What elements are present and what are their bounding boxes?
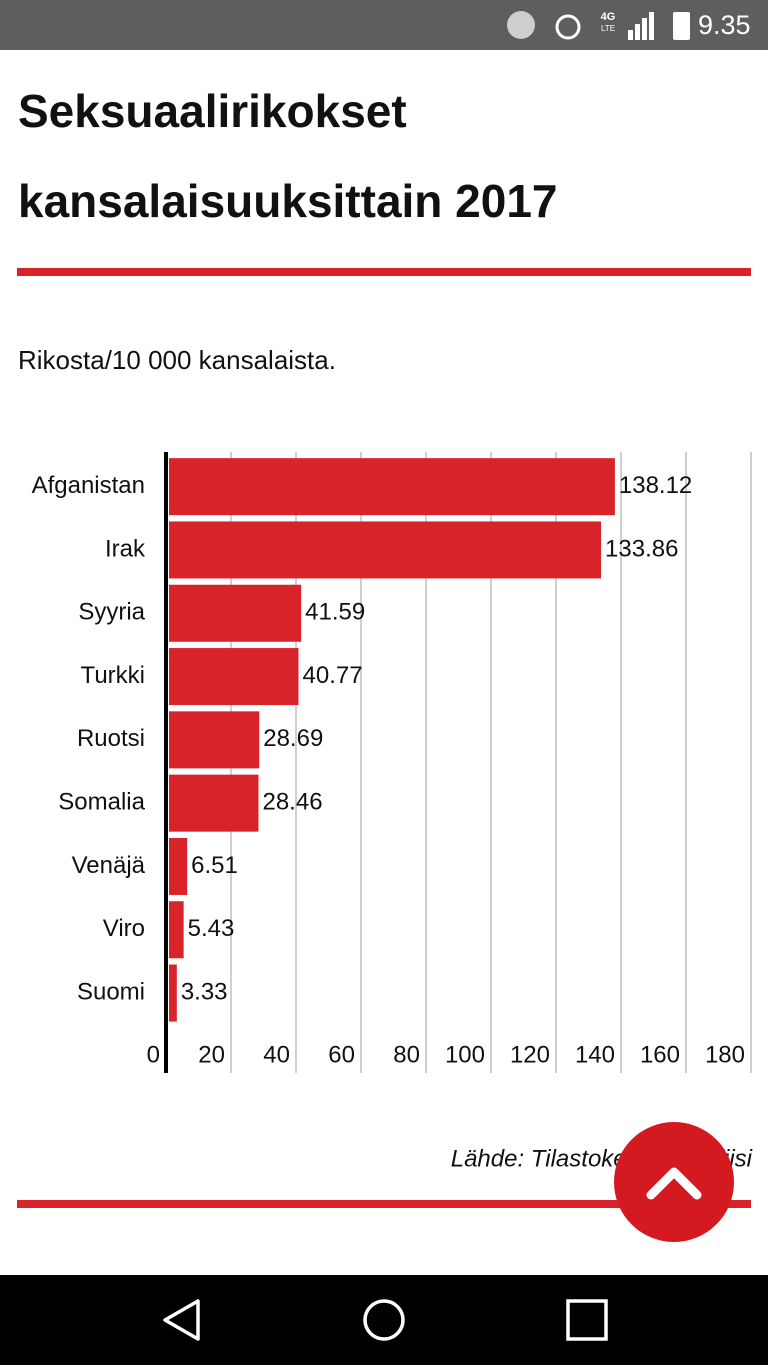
bar bbox=[169, 711, 260, 769]
home-button[interactable] bbox=[363, 1299, 405, 1341]
scroll-top-button[interactable] bbox=[614, 1122, 734, 1242]
y-tick-label: Venäjä bbox=[72, 852, 146, 879]
x-tick-label: 0 bbox=[147, 1041, 160, 1068]
x-tick-label: 120 bbox=[510, 1041, 550, 1068]
value-label: 41.59 bbox=[305, 599, 365, 626]
value-label: 5.43 bbox=[188, 915, 235, 942]
y-tick-label: Viro bbox=[103, 915, 145, 942]
bar bbox=[169, 584, 302, 642]
fab[interactable] bbox=[614, 1122, 734, 1242]
nav-bar bbox=[0, 1275, 768, 1365]
bar bbox=[169, 521, 602, 579]
x-tick-label: 140 bbox=[575, 1041, 615, 1068]
value-label: 3.33 bbox=[181, 978, 228, 1005]
signal-bar bbox=[635, 24, 640, 40]
back-button[interactable] bbox=[163, 1299, 200, 1341]
bar bbox=[169, 458, 615, 516]
network-label: 4G bbox=[601, 11, 616, 23]
chart-subtitle: Rikosta/10 000 kansalaista. bbox=[18, 345, 336, 375]
divider bbox=[17, 268, 751, 276]
x-tick-label: 20 bbox=[198, 1041, 225, 1068]
network-sub-label: LTE bbox=[601, 24, 615, 33]
x-tick-label: 80 bbox=[393, 1041, 420, 1068]
x-tick-label: 100 bbox=[445, 1041, 485, 1068]
alarm-icon bbox=[555, 14, 581, 40]
bar bbox=[169, 901, 184, 959]
chevron-up-icon bbox=[646, 1167, 702, 1200]
y-tick-label: Suomi bbox=[77, 978, 145, 1005]
recents-button[interactable] bbox=[566, 1299, 608, 1341]
y-tick-label: Ruotsi bbox=[77, 725, 145, 752]
bar bbox=[169, 648, 299, 706]
x-tick-label: 40 bbox=[263, 1041, 290, 1068]
clock: 9.35 bbox=[698, 10, 751, 40]
value-label: 138.12 bbox=[619, 472, 692, 499]
bar bbox=[169, 774, 259, 832]
divider bbox=[17, 1200, 751, 1208]
value-label: 6.51 bbox=[191, 852, 238, 879]
value-label: 28.46 bbox=[262, 788, 322, 815]
bar bbox=[169, 964, 177, 1022]
chart-title: Seksuaalirikokset bbox=[18, 85, 407, 137]
y-tick-label: Irak bbox=[105, 535, 146, 562]
value-label: 40.77 bbox=[303, 662, 363, 689]
battery-icon bbox=[673, 12, 690, 40]
y-tick-label: Somalia bbox=[58, 788, 145, 815]
y-tick-label: Turkki bbox=[81, 662, 145, 689]
chart-title: kansalaisuuksittain 2017 bbox=[18, 175, 558, 227]
y-tick-label: Syyria bbox=[78, 599, 145, 626]
value-label: 133.86 bbox=[605, 535, 678, 562]
value-label: 28.69 bbox=[263, 725, 323, 752]
y-tick-label: Afganistan bbox=[32, 472, 145, 499]
status-icons: 4G LTE 9.35 bbox=[507, 10, 751, 40]
x-tick-label: 180 bbox=[705, 1041, 745, 1068]
bar bbox=[169, 837, 188, 895]
signal-bar bbox=[649, 12, 654, 40]
plot: 0 20 40 60 80 100 120 140 160 180 Afganistan 138.12… bbox=[32, 452, 752, 1073]
bluetooth-icon bbox=[507, 11, 535, 39]
x-tick-label: 60 bbox=[328, 1041, 355, 1068]
signal-bar bbox=[628, 30, 633, 40]
signal-bar bbox=[642, 18, 647, 40]
x-tick-label: 160 bbox=[640, 1041, 680, 1068]
